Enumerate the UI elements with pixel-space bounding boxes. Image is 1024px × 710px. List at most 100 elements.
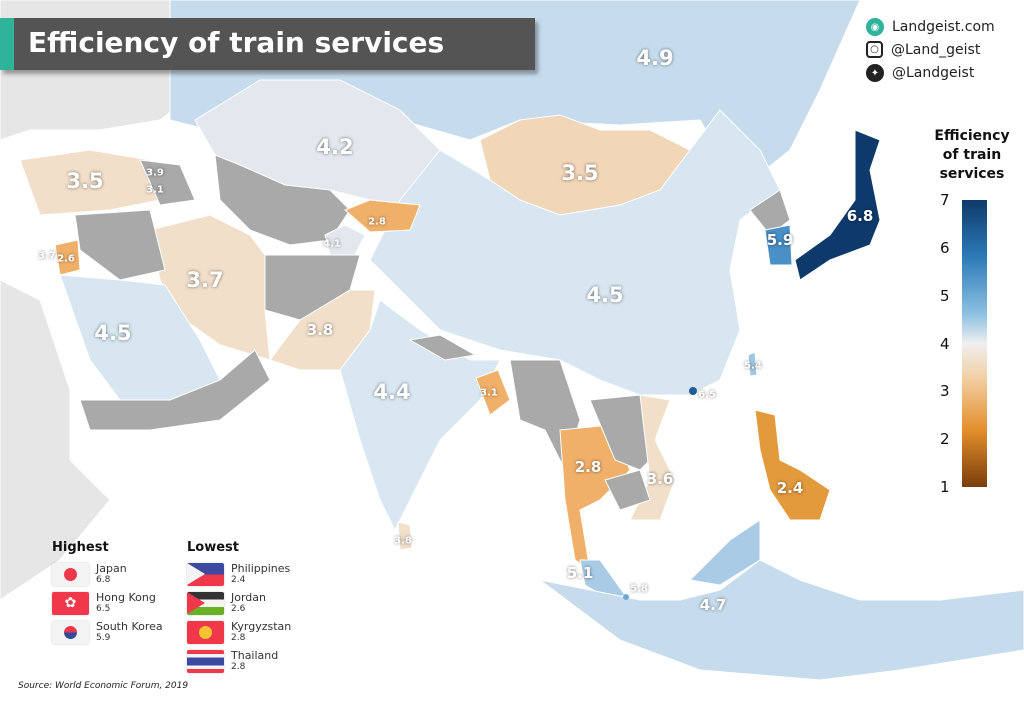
highest-item-south-korea: South Korea 5.9 bbox=[52, 621, 163, 644]
item-name: Hong Kong bbox=[96, 591, 156, 604]
legend-title: Efficiency of train services bbox=[922, 127, 1022, 184]
social-website[interactable]: ◉ Landgeist.com bbox=[866, 18, 995, 36]
japan-flag-icon bbox=[52, 563, 89, 586]
scale-tick-label: 7 bbox=[940, 191, 950, 209]
item-name: Kyrgyzstan bbox=[231, 620, 292, 633]
country-kyrgyzstan bbox=[344, 199, 421, 233]
legend-title-line: Efficiency bbox=[934, 128, 1010, 144]
source-note: Source: World Economic Forum, 2019 bbox=[18, 681, 189, 691]
social-twitter[interactable]: ✦ @Landgeist bbox=[866, 64, 974, 82]
map-value-label: 2.8 bbox=[368, 216, 386, 228]
map-value-label: 3.7 bbox=[38, 250, 56, 262]
website-label: Landgeist.com bbox=[892, 19, 995, 35]
country-bangladesh bbox=[475, 369, 511, 416]
country-japan bbox=[794, 129, 881, 281]
map-value-label: 2.4 bbox=[776, 479, 804, 497]
item-name: Thailand bbox=[231, 649, 279, 662]
item-name: Philippines bbox=[231, 562, 291, 575]
scale-tick-label: 4 bbox=[940, 334, 950, 353]
twitter-icon: ✦ bbox=[866, 64, 884, 82]
country-sri-lanka bbox=[397, 521, 413, 551]
item-value: 6.8 bbox=[96, 575, 111, 585]
philippines-flag-icon bbox=[187, 563, 224, 586]
map-value-label: 4.7 bbox=[699, 596, 727, 614]
page-title: Efficiency of train services bbox=[28, 26, 445, 59]
map-value-label: 2.6 bbox=[57, 253, 75, 265]
country-malaysia-borneo bbox=[688, 519, 761, 586]
map-value-label: 3.1 bbox=[480, 387, 498, 399]
map-value-label: 3.5 bbox=[561, 161, 599, 185]
country-oman-yemen bbox=[79, 349, 271, 431]
lowest-item-thailand: Thailand 2.8 bbox=[187, 650, 278, 673]
country-china bbox=[369, 109, 781, 396]
highest-heading: Highest bbox=[52, 540, 109, 555]
country-cambodia bbox=[604, 469, 651, 511]
item-name: Japan bbox=[96, 562, 127, 575]
item-name: South Korea bbox=[96, 620, 163, 633]
instagram-label: @Land_geist bbox=[891, 41, 981, 58]
scale-tick-label: 3 bbox=[940, 382, 950, 401]
item-value: 6.5 bbox=[96, 604, 111, 614]
country-indonesia bbox=[539, 559, 1024, 681]
map-value-label: 4.5 bbox=[586, 283, 624, 307]
map-value-label: 3.5 bbox=[66, 169, 104, 193]
map-value-label: 2.8 bbox=[574, 458, 602, 476]
item-value: 2.8 bbox=[231, 633, 246, 643]
map-value-label: 4.2 bbox=[316, 135, 354, 159]
title-banner: Efficiency of train services bbox=[0, 18, 535, 70]
item-value: 2.6 bbox=[231, 604, 246, 614]
country-tajikistan bbox=[324, 224, 366, 256]
map-value-label: 6.8 bbox=[846, 207, 874, 225]
scale-tick-label: 2 bbox=[940, 430, 950, 449]
country-north-korea bbox=[749, 189, 791, 236]
country-south-korea bbox=[764, 224, 793, 266]
item-value: 2.4 bbox=[231, 575, 246, 585]
color-scale-bar bbox=[962, 200, 987, 487]
map-value-label: 5.8 bbox=[630, 583, 648, 595]
country-taiwan bbox=[747, 351, 758, 377]
item-value: 5.9 bbox=[96, 633, 111, 643]
lowest-heading: Lowest bbox=[187, 540, 239, 555]
map-value-label: 3.6 bbox=[646, 470, 674, 488]
legend-title-line: of train bbox=[942, 147, 1002, 163]
map-value-label: 5.4 bbox=[744, 360, 762, 372]
map-value-label: 3.9 bbox=[146, 167, 164, 179]
globe-icon: ◉ bbox=[866, 18, 884, 36]
title-accent bbox=[0, 18, 14, 70]
lowest-item-philippines: Philippines 2.4 bbox=[187, 563, 290, 586]
jordan-flag-icon bbox=[187, 592, 224, 615]
instagram-icon: ○ bbox=[866, 41, 883, 58]
social-instagram[interactable]: ○ @Land_geist bbox=[866, 41, 980, 58]
kyrgyzstan-flag-icon bbox=[187, 621, 224, 644]
country-singapore bbox=[623, 594, 629, 600]
country-caucasus bbox=[139, 159, 196, 206]
country-iraq-syria bbox=[74, 209, 166, 281]
map-value-label: 3.8 bbox=[306, 321, 334, 339]
map-value-label: 4.1 bbox=[323, 238, 341, 250]
thailand-flag-icon bbox=[187, 650, 224, 673]
map-value-label: 6.5 bbox=[698, 389, 716, 401]
country-philippines bbox=[754, 409, 831, 521]
map-value-label: 5.9 bbox=[766, 231, 794, 249]
item-value: 2.8 bbox=[231, 662, 246, 672]
scale-tick-label: 6 bbox=[940, 238, 950, 257]
hong-kong-flag-icon: ✿ bbox=[52, 592, 89, 615]
item-name: Jordan bbox=[231, 591, 266, 604]
south-korea-flag-icon bbox=[52, 621, 89, 644]
africa-region bbox=[0, 279, 111, 601]
highest-item-japan: Japan 6.8 bbox=[52, 563, 127, 586]
twitter-label: @Landgeist bbox=[892, 65, 975, 81]
scale-tick-label: 5 bbox=[940, 286, 950, 305]
scale-tick-label: 1 bbox=[940, 478, 950, 496]
lowest-item-kyrgyzstan: Kyrgyzstan 2.8 bbox=[187, 621, 291, 644]
country-turkmenistan-uzbekistan bbox=[214, 154, 351, 246]
lowest-item-jordan: Jordan 2.6 bbox=[187, 592, 266, 615]
map-value-label: 4.5 bbox=[94, 321, 132, 345]
country-vietnam bbox=[629, 394, 676, 521]
legend-title-line: services bbox=[939, 166, 1005, 182]
highest-item-hong-kong: ✿ Hong Kong 6.5 bbox=[52, 592, 156, 615]
map-value-label: 5.1 bbox=[566, 564, 594, 582]
map-value-label: 4.4 bbox=[373, 380, 411, 404]
map-value-label: 3.1 bbox=[146, 184, 164, 196]
country-hong-kong bbox=[689, 387, 697, 395]
